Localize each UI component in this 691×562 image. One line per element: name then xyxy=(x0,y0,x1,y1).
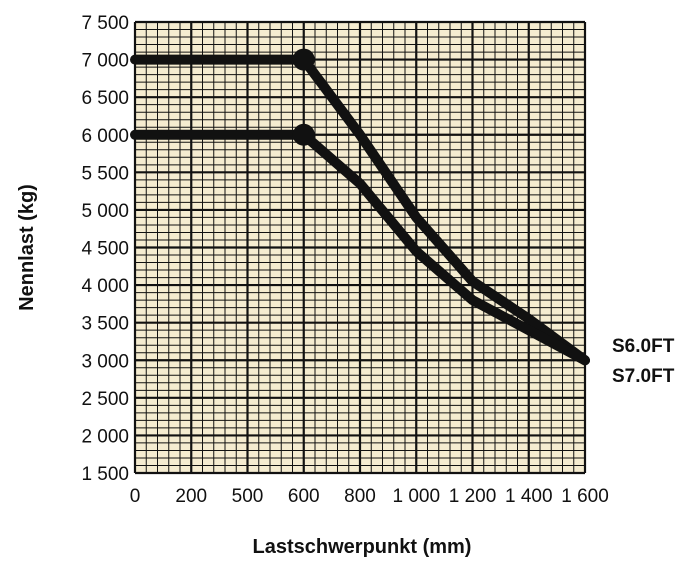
x-tick-label: 1 000 xyxy=(392,486,440,507)
y-tick-label: 7 500 xyxy=(81,13,129,34)
grid-major xyxy=(133,20,587,475)
y-tick-label: 3 000 xyxy=(81,351,129,372)
y-tick-label: 3 500 xyxy=(81,314,129,335)
series-label-s6: S6.0FT xyxy=(612,336,675,357)
x-tick-label: 500 xyxy=(232,486,264,507)
y-axis-title: Nennlast (kg) xyxy=(16,184,38,311)
y-tick-label: 4 500 xyxy=(81,239,129,260)
y-tick-label: 6 500 xyxy=(81,88,129,109)
series-marker-s60ft xyxy=(292,123,315,146)
series-marker-s70ft xyxy=(292,48,315,71)
series-layer xyxy=(130,48,590,366)
y-tick-label: 5 500 xyxy=(81,163,129,184)
y-tick-label: 7 000 xyxy=(81,51,129,72)
y-tick-label: 6 000 xyxy=(81,126,129,147)
x-axis-title: Lastschwerpunkt (mm) xyxy=(253,536,472,558)
x-tick-label: 1 200 xyxy=(449,486,497,507)
x-tick-label: 0 xyxy=(130,486,141,507)
y-tick-label: 1 500 xyxy=(81,464,129,485)
y-tick-label: 4 000 xyxy=(81,276,129,297)
x-tick-label: 200 xyxy=(175,486,207,507)
x-tick-labels: 0 200 500 600 800 1 000 1 200 1 400 1 600 xyxy=(130,486,609,507)
y-tick-labels: 1 500 2 000 2 500 3 000 3 500 4 000 4 500 5 000… xyxy=(81,13,129,485)
x-tick-label: 1 400 xyxy=(505,486,553,507)
x-tick-label: 600 xyxy=(288,486,320,507)
y-tick-label: 2 500 xyxy=(81,389,129,410)
x-tick-label: 800 xyxy=(344,486,376,507)
y-tick-label: 2 000 xyxy=(81,426,129,447)
x-tick-label: 1 600 xyxy=(561,486,609,507)
series-label-s7: S7.0FT xyxy=(612,366,675,387)
y-tick-label: 5 000 xyxy=(81,201,129,222)
